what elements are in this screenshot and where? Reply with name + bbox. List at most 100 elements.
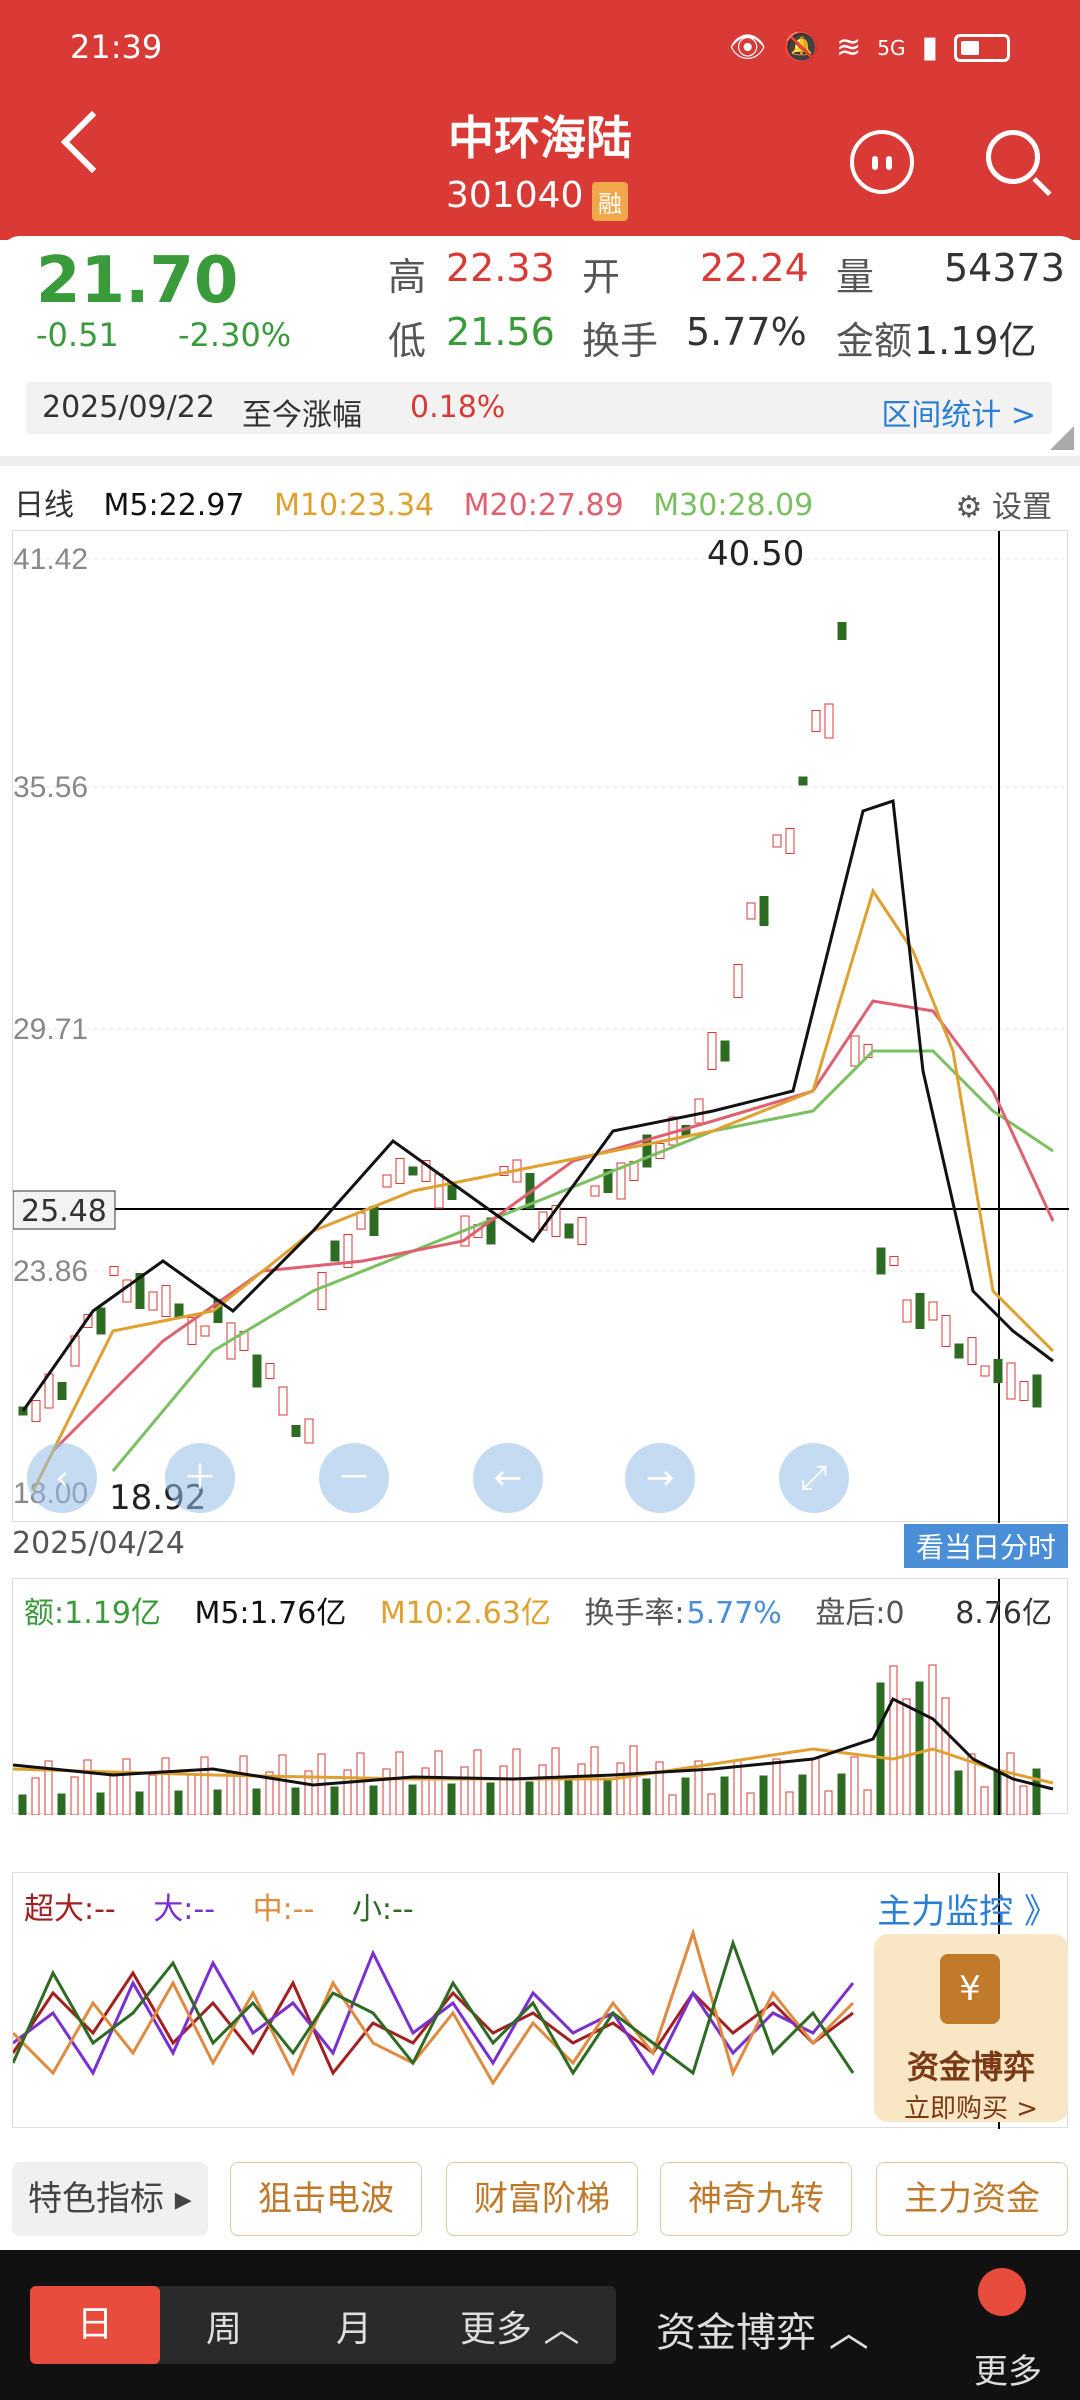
volume-bar [174,1790,183,1816]
zoom-in-icon[interactable]: ＋ [165,1443,235,1513]
open-label: 开 [582,255,621,299]
candle [109,1266,119,1276]
mute-icon: 🔕 [782,30,821,65]
volume-bar [226,1772,235,1816]
left-arrow-icon[interactable]: ← [473,1443,543,1513]
volume-legend: 额:1.19亿 M5:1.76亿 M10:2.63亿 换手率:5.77% 盘后:… [24,1588,929,1632]
yen-card-icon: ¥ [940,1954,1000,2024]
feature-indicator-button[interactable]: 特色指标 ▸ [12,2162,208,2236]
promo-title: 资金博弈 [906,2048,1035,2086]
tab-more[interactable]: 更多 ︿ [460,2309,580,2350]
volume-bar [187,1773,196,1816]
volume-bar [538,1764,547,1816]
volume-bar [200,1756,209,1816]
tab-week[interactable]: 周 [206,2309,243,2350]
candle [1006,1362,1016,1400]
candle [486,1217,496,1245]
settings-button[interactable]: ⚙ 设置 [956,482,1052,526]
low-value: 21.56 [446,310,555,354]
candle [694,1098,704,1124]
fund-game-tab[interactable]: 资金博弈 ︿ [656,2310,869,2356]
indicator-button-nine[interactable]: 神奇九转 [660,2162,852,2236]
eye-icon: 👁 [728,30,767,65]
volume-chart [12,1578,1068,1816]
candle [31,1400,41,1422]
tab-month[interactable]: 月 [336,2309,373,2350]
gear-icon: ⚙ [955,490,983,525]
candle [902,1299,912,1323]
amount-label: 金额 [836,319,913,363]
right-arrow-icon[interactable]: → [625,1443,695,1513]
fund-game-promo[interactable]: ¥ 资金博弈 立即购买 > [874,1934,1068,2124]
volume-bar [330,1786,339,1816]
chat-face-icon[interactable] [850,130,914,194]
range-value: 0.18% [410,390,506,425]
volume-bar [421,1767,430,1816]
prev-page-icon[interactable]: ‹ [27,1443,97,1513]
indicator-button-wealth[interactable]: 财富阶梯 [446,2162,638,2236]
candle [746,902,756,920]
volume-bar [447,1783,456,1816]
volume-bar [603,1779,612,1816]
volume-bar [278,1754,287,1816]
volume-bar [57,1793,66,1816]
open-value: 22.24 [700,246,809,290]
feature-indicator-label: 特色指标 [28,2179,164,2219]
zoom-out-icon[interactable]: － [319,1443,389,1513]
candle [616,1162,626,1200]
candle [148,1291,158,1311]
candle [941,1315,951,1347]
candle [1019,1381,1029,1401]
candle [824,703,834,739]
candle [876,1247,886,1275]
volume-bars [18,1664,1041,1816]
search-icon[interactable] [986,130,1040,184]
candle [577,1217,587,1245]
ma-legend: 日线 M5:22.97 M10:23.34 M20:27.89 M30:28.0… [14,480,833,524]
volume-bar [577,1763,586,1816]
more-dot-icon[interactable] [978,2268,1026,2316]
indicator-button-sniper[interactable]: 狙击电波 [230,2162,422,2236]
candle [928,1301,938,1321]
y-tick: 41.42 [13,543,88,576]
price-change-pct: -2.30% [178,316,292,354]
ma30-label: M30:28.09 [653,488,814,523]
volume-bar [642,1778,651,1816]
volume-bar [928,1664,937,1816]
volume-bar [291,1787,300,1816]
volume-bar [408,1784,417,1816]
volume-bar [889,1665,898,1816]
volume-label: 量 [836,255,875,299]
max-label: 40.50 [707,534,804,574]
margin-badge: 融 [592,182,628,221]
candle [200,1325,210,1337]
indicator-button-capital[interactable]: 主力资金 [876,2162,1068,2236]
low-label: 低 [388,319,427,363]
fullscreen-icon[interactable]: ⤢ [779,1443,849,1513]
volume-bar [148,1774,157,1816]
period-label[interactable]: 日线 [14,488,74,523]
candle [798,776,808,786]
kline-chart[interactable]: 41.42 35.56 29.71 23.86 18.00 25.48 40.5… [12,530,1069,1523]
range-stats-link[interactable]: 区间统计 > [881,398,1036,433]
candle [915,1293,925,1329]
more-button[interactable]: 更多 [974,2352,1042,2392]
intraday-button[interactable]: 看当日分时 [903,1524,1068,1568]
candle [850,1035,860,1067]
volume-bar [811,1757,820,1816]
volume-bar [122,1758,131,1816]
turnover-label: 换手 [582,319,659,363]
volume-bar [161,1757,170,1816]
volume-bar [473,1749,482,1816]
volume-bar [252,1788,261,1816]
signal-icon: ▮ [921,30,938,65]
volume-bar [1019,1785,1028,1816]
tab-day[interactable]: 日 [30,2286,160,2364]
candle [265,1363,275,1379]
volume-bar [707,1793,716,1816]
volume-turnover-label: 换手率: [584,1596,685,1631]
main-monitor-link[interactable]: 主力监控 》 [877,1892,1058,1932]
candle [759,896,769,926]
candlesticks [18,622,1042,1444]
corner-mark [1050,426,1074,450]
